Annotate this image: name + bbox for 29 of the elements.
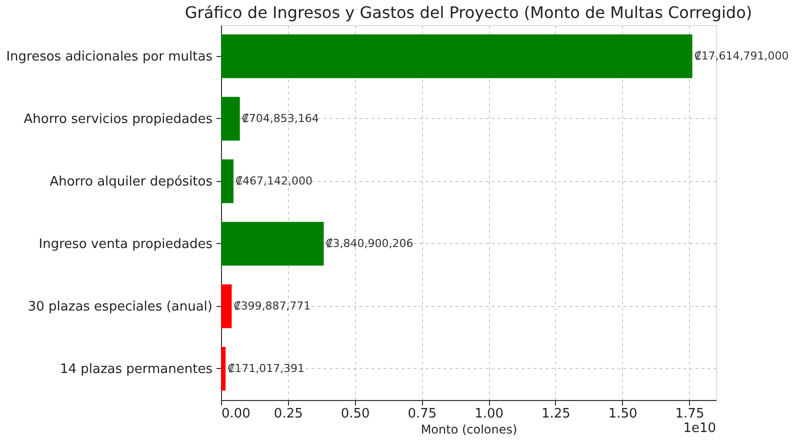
annotation: ₡17,614,791,000 xyxy=(694,49,789,62)
annotation: ₡467,142,000 xyxy=(236,174,312,188)
x-tick-label: 0.00 xyxy=(222,406,250,422)
x-tick-label: 1.00 xyxy=(474,406,504,422)
y-tick-label: 30 plazas especiales (anual) xyxy=(28,299,212,314)
x-tick-label: 0.25 xyxy=(274,406,303,422)
text: 1e10 xyxy=(683,421,716,436)
y-tick-label: Ingreso venta propiedades xyxy=(38,236,213,252)
y-tick-label: Ahorro alquiler depósitos xyxy=(50,174,213,190)
annotation: ₡399,887,771 xyxy=(234,299,311,312)
chart-title: Gráfico de Ingresos y Gastos del Proyecto (Monto de Multas Corregido) xyxy=(184,3,752,22)
bar xyxy=(221,346,226,391)
x-axis-title: Monto (colones) xyxy=(420,422,518,436)
x-tick-label: 1.75 xyxy=(675,406,704,422)
x-tick-label: 1.50 xyxy=(608,406,638,422)
annotation: ₡704,853,164 xyxy=(242,112,319,125)
x-tick-label: 0.75 xyxy=(408,406,437,422)
bar xyxy=(221,96,240,141)
x-tick-label: 1.25 xyxy=(541,406,570,422)
y-tick-label: Ahorro servicios propiedades xyxy=(24,112,213,127)
x-tick-label: 0.50 xyxy=(340,406,370,422)
bar xyxy=(221,34,692,78)
y-tick-label: Ingresos adicionales por multas xyxy=(6,49,213,64)
bar xyxy=(221,159,234,204)
bar xyxy=(221,222,324,266)
annotation: ₡3,840,900,206 xyxy=(326,236,414,250)
y-tick-label: 14 plazas permanentes xyxy=(60,362,213,377)
annotation: ₡171,017,391 xyxy=(228,362,305,375)
bar xyxy=(221,284,232,328)
